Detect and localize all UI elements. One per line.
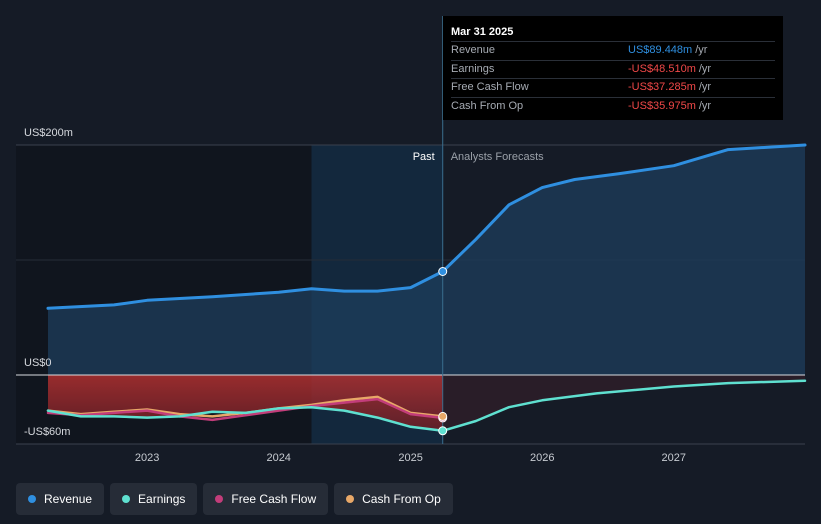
legend-item-cash-from-op[interactable]: Cash From Op [334, 483, 453, 515]
x-tick-label: 2025 [398, 452, 422, 464]
legend-label: Earnings [138, 492, 186, 506]
legend-label: Free Cash Flow [231, 492, 317, 506]
legend-dot-icon [346, 495, 355, 503]
legend-label: Cash From Op [362, 492, 441, 506]
tooltip-row-revenue: Revenue US$89.448m /yr [451, 41, 775, 60]
tooltip-value: -US$35.975m [628, 99, 696, 112]
tooltip-row-earnings: Earnings -US$48.510m /yr [451, 59, 775, 79]
series-line-revenue [46, 143, 807, 310]
series-line-earnings [46, 379, 807, 433]
marker-earnings [438, 426, 448, 436]
tooltip-value: US$89.448m [628, 44, 693, 56]
legend-item-earnings[interactable]: Earnings [110, 483, 198, 515]
tooltip-unit: /yr [695, 44, 708, 56]
legend-dot-icon [28, 495, 36, 503]
x-tick-label: 2024 [266, 452, 290, 464]
tooltip-label: Earnings [451, 62, 495, 75]
forecast-label: Analysts Forecasts [451, 151, 544, 163]
legend-dot-icon [215, 495, 224, 503]
marker-revenue [438, 267, 448, 276]
revenue-area [48, 145, 805, 375]
y-tick-label: US$200m [24, 127, 73, 139]
tooltip-label: Cash From Op [451, 99, 524, 112]
tooltip-date: Mar 31 2025 [451, 26, 514, 38]
x-tick-label: 2027 [662, 452, 686, 464]
tooltip-label: Revenue [451, 44, 496, 56]
tooltip-row-free-cash-flow: Free Cash Flow -US$37.285m /yr [451, 78, 775, 97]
y-tick-label: US$0 [24, 357, 52, 369]
tooltip-row-cash-from-op: Cash From Op -US$35.975m /yr [451, 96, 775, 116]
tooltip-unit: /yr [698, 81, 712, 93]
marker-cash-from-op [438, 411, 448, 421]
legend-label: Revenue [44, 492, 93, 506]
series-line-free-cash-flow [46, 397, 444, 422]
data-tooltip: Mar 31 2025 Revenue US$89.448m /yr Earni… [443, 16, 783, 120]
tooltip-label: Free Cash Flow [451, 81, 529, 93]
x-tick-label: 2023 [135, 452, 159, 464]
legend-dot-icon [122, 495, 131, 503]
earnings-area-forecast [442, 375, 805, 431]
legend-item-free-cash-flow[interactable]: Free Cash Flow [203, 483, 329, 515]
tooltip-value: -US$37.285m [628, 81, 696, 93]
y-tick-label: -US$60m [24, 426, 70, 438]
past-label: Past [413, 151, 435, 163]
legend: Revenue Earnings Free Cash Flow Cash Fro… [16, 483, 453, 515]
x-tick-label: 2026 [530, 452, 554, 464]
tooltip-unit: /yr [698, 62, 712, 75]
tooltip-value: -US$48.510m [628, 62, 696, 75]
legend-item-revenue[interactable]: Revenue [16, 483, 105, 515]
tooltip-unit: /yr [698, 99, 712, 112]
